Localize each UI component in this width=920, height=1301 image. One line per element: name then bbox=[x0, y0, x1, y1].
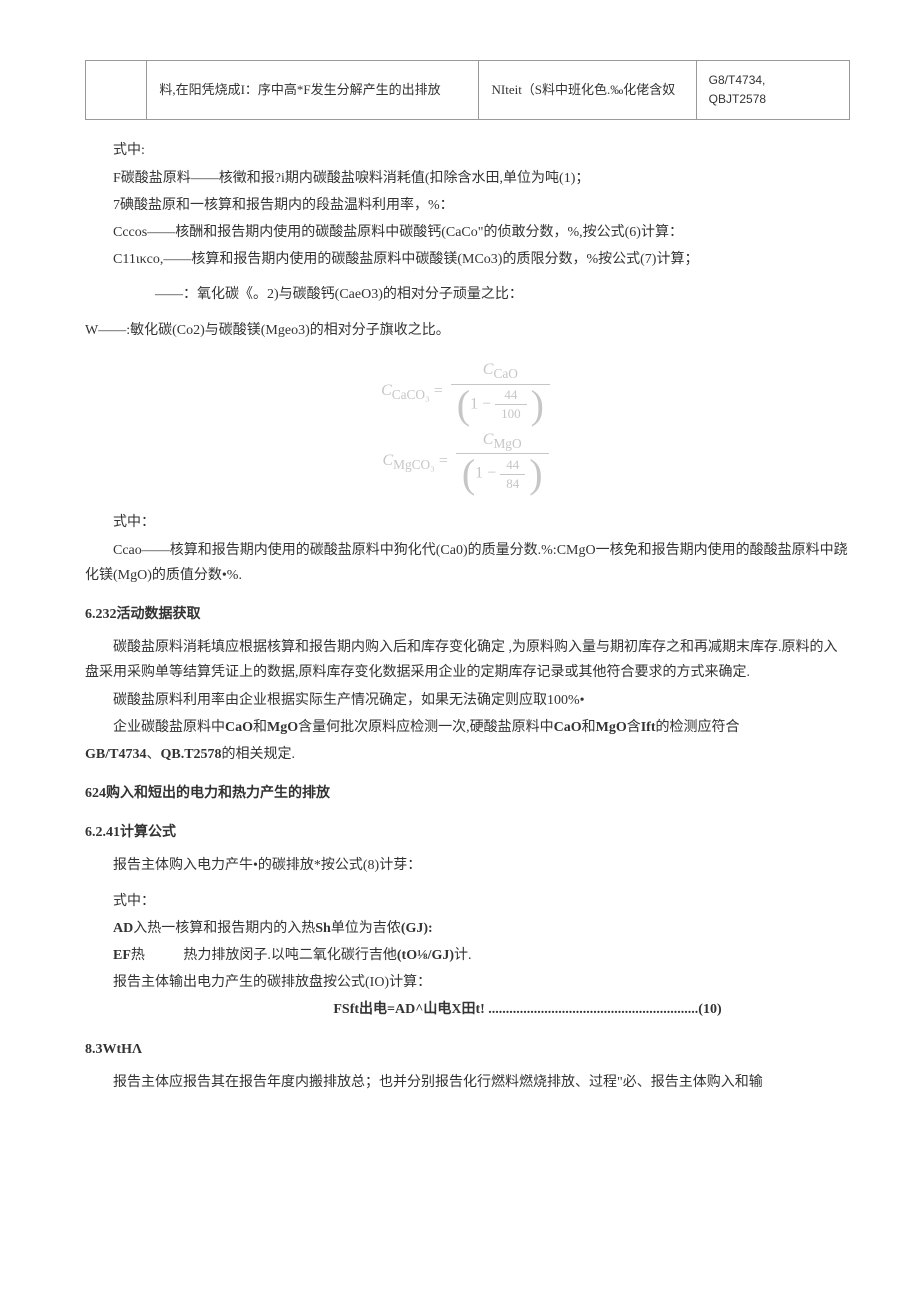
formula-10: FSft出电=AD^山电X田t! .......................… bbox=[85, 997, 850, 1022]
text-p12: 企业碳酸盐原料中CaO和MgO含量何批次原料应检测一次,硬酸盐原料中CaO和Mg… bbox=[85, 715, 850, 740]
heading-6241: 6.2.41计算公式 bbox=[85, 820, 850, 845]
standard-ref-2: QBJT2578 bbox=[709, 90, 837, 109]
formula-lhs1: CCaCO₃ bbox=[381, 382, 430, 399]
formula-6: CCaCO₃ = CCaO (1 − 44100 ) bbox=[85, 359, 850, 425]
text-def-f: F碳酸盐原料——核徵和报?i期内碳酸盐唳料消耗值(扣除含水田,单位为吨(1)； bbox=[85, 166, 850, 191]
text-p15: AD入热一核算和报告期内的入热Sh单位为吉侬(GJ): bbox=[85, 916, 850, 941]
formula-block: CCaCO₃ = CCaO (1 − 44100 ) CMgCO₃ = CMgO… bbox=[85, 359, 850, 495]
formula-eq2: = bbox=[439, 452, 448, 469]
formula-eq: = bbox=[434, 382, 443, 399]
heading-83: 8.3WtHΛ bbox=[85, 1037, 850, 1062]
text-def-w: W——:敏化碳(Co2)与碳酸镁(Mgeo3)的相对分子旗收之比。 bbox=[85, 318, 850, 343]
text-def-ratio1: ——：氧化碳《。2)与碳酸钙(CaeO3)的相对分子顽量之比： bbox=[85, 282, 850, 307]
formula-lhs2: CMgCO₃ bbox=[382, 452, 434, 469]
text-p10: 碳酸盐原料消耗填应根据核算和报告期内购入后和库存变化确定 ,为原料购入量与期初库… bbox=[85, 635, 850, 685]
table-row: 料,在阳凭烧成I：序中高*F发生分解产生的出排放 NIteit（S料中班化色.‰… bbox=[86, 61, 850, 120]
text-p11: 碳酸盐原料利用率由企业根据实际生产情况确定，如果无法确定则应取100%• bbox=[85, 688, 850, 713]
text-p16: EF热 热力排放闵子.以吨二氧化碳行吉他(tO⅛/GJ)计. bbox=[85, 943, 850, 968]
text-def-7: 7碘酸盐原和一核算和报告期内的段盐温料利用率，%： bbox=[85, 193, 850, 218]
table-cell-note: NIteit（S料中班化色.‰化佬含奴 bbox=[479, 61, 696, 120]
table-cell-desc: 料,在阳凭烧成I：序中高*F发生分解产生的出排放 bbox=[147, 61, 479, 120]
table-cell-empty bbox=[86, 61, 147, 120]
heading-6232: 6.232活动数据获取 bbox=[85, 602, 850, 627]
text-shizhong: 式中: bbox=[85, 138, 850, 163]
reference-table: 料,在阳凭烧成I：序中高*F发生分解产生的出排放 NIteit（S料中班化色.‰… bbox=[85, 60, 850, 120]
heading-624: 624购入和短出的电力和热力产生的排放 bbox=[85, 781, 850, 806]
text-shizhong2: 式中： bbox=[85, 510, 850, 535]
table-cell-standards: G8/T4734, QBJT2578 bbox=[696, 61, 849, 120]
text-p18: 报告主体应报告其在报告年度内搬排放总；也并分别报告化行燃料燃烧排放、过程"必、报… bbox=[85, 1070, 850, 1095]
text-p13: 报告主体购入电力产牛•的碳排放*按公式(8)计芽： bbox=[85, 853, 850, 878]
text-p17: 报告主体输出电力产生的碳排放盘按公式(IO)计算： bbox=[85, 970, 850, 995]
text-p12b: GB/T4734、QB.T2578的相关规定. bbox=[85, 742, 850, 767]
text-def-ccao: Ccao——核算和报告期内使用的碳酸盐原料中狗化代(Ca0)的质量分数.%:CM… bbox=[85, 538, 850, 588]
text-shizhong3: 式中： bbox=[85, 889, 850, 914]
text-def-c11: C11ικco,——核算和报告期内使用的碳酸盐原料中碳酸镁(MCo3)的质限分数… bbox=[85, 247, 850, 272]
text-def-cccos: Cccos——核酬和报告期内使用的碳酸盐原料中碳酸钙(CaCo"的侦敢分数，%,… bbox=[85, 220, 850, 245]
formula-7: CMgCO₃ = CMgO (1 − 4484 ) bbox=[85, 429, 850, 495]
standard-ref-1: G8/T4734, bbox=[709, 71, 837, 90]
